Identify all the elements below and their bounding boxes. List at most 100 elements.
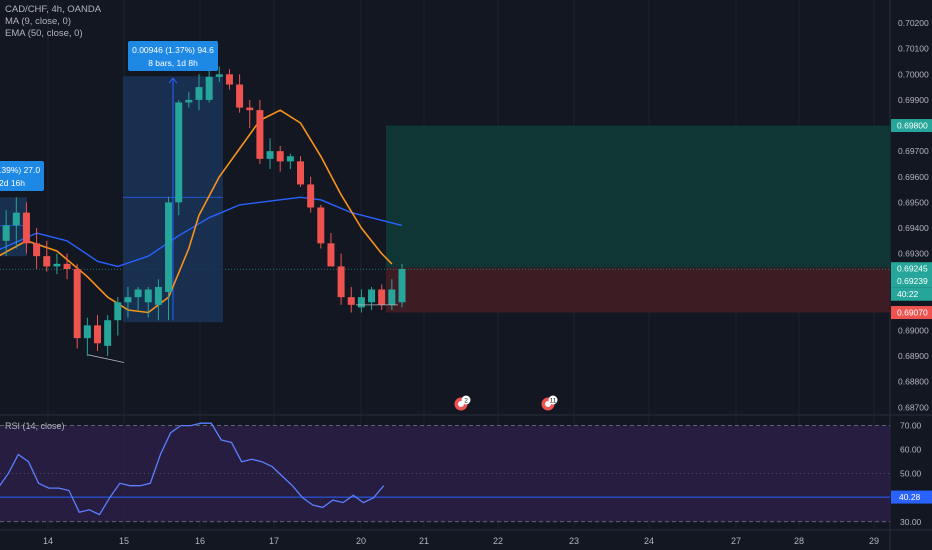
candle-body bbox=[307, 184, 315, 208]
measure-tooltip-line1: .39%) 27.0 bbox=[0, 165, 40, 175]
price-tick-label: 0.70100 bbox=[898, 44, 929, 54]
price-tick-label: 0.68700 bbox=[898, 402, 929, 412]
event-badges[interactable]: 2 11 bbox=[454, 395, 558, 411]
candle bbox=[154, 279, 162, 321]
time-tick-label: 29 bbox=[869, 536, 879, 546]
candle-body bbox=[12, 212, 20, 226]
measure-tooltip-bg bbox=[128, 41, 218, 71]
candle-body bbox=[33, 243, 41, 257]
candle bbox=[317, 204, 325, 249]
candle bbox=[337, 253, 345, 305]
rsi-legend[interactable]: RSI (14, close) bbox=[5, 421, 65, 431]
candle-body bbox=[368, 289, 376, 303]
rsi-tick-label: 60.00 bbox=[900, 445, 922, 455]
time-tick-label: 27 bbox=[731, 536, 741, 546]
candle bbox=[144, 286, 152, 318]
candle bbox=[33, 227, 41, 269]
candle bbox=[73, 263, 81, 349]
candle-body bbox=[378, 289, 386, 305]
measure-tooltips: 0.00946 (1.37%) 94.6 8 bars, 1d 8h .39%) 2… bbox=[0, 41, 218, 191]
price-tick-label: 0.68800 bbox=[898, 377, 929, 387]
candle-body bbox=[2, 225, 10, 241]
ema-line bbox=[0, 196, 403, 268]
price-tick-label: 0.69400 bbox=[898, 223, 929, 233]
time-tick-label: 15 bbox=[119, 536, 129, 546]
candle-body bbox=[317, 207, 325, 244]
candle bbox=[297, 156, 304, 188]
candle bbox=[114, 297, 122, 336]
candle bbox=[195, 74, 203, 111]
candle-body bbox=[165, 202, 173, 293]
ma-legend[interactable]: MA (9, close, 0) bbox=[5, 16, 71, 27]
price-badge-bg bbox=[891, 262, 932, 276]
rsi-tick-label: 70.00 bbox=[900, 421, 922, 431]
rsi-tick-label: 30.00 bbox=[900, 517, 922, 527]
candle-body bbox=[43, 256, 51, 267]
candle-body bbox=[266, 151, 274, 159]
price-badge-bg bbox=[891, 274, 932, 288]
price-badge-bg bbox=[891, 306, 932, 320]
candle bbox=[175, 99, 183, 216]
measure-arrowhead bbox=[168, 77, 178, 84]
candle-body bbox=[63, 263, 71, 269]
price-tick-label: 0.69700 bbox=[898, 146, 929, 156]
trend-line bbox=[87, 354, 125, 363]
indicator-lines bbox=[0, 109, 403, 314]
candle-body bbox=[347, 297, 355, 305]
candle bbox=[276, 146, 284, 172]
position-zones bbox=[0, 125, 890, 313]
candle-body bbox=[388, 289, 396, 305]
candle bbox=[165, 197, 173, 321]
profit-zone bbox=[386, 125, 890, 268]
time-tick-label: 21 bbox=[419, 536, 429, 546]
price-tick-label: 0.70200 bbox=[898, 18, 929, 28]
candles bbox=[2, 66, 406, 363]
measure-tool bbox=[0, 76, 223, 323]
symbol-title[interactable]: CAD/CHF, 4h, OANDA bbox=[5, 4, 102, 15]
candle-body bbox=[175, 102, 183, 203]
candle bbox=[347, 286, 355, 313]
ema-legend[interactable]: EMA (50, close, 0) bbox=[5, 28, 83, 39]
time-tick-label: 16 bbox=[195, 536, 205, 546]
candle-body bbox=[256, 110, 264, 159]
candle-body bbox=[83, 325, 91, 339]
chart-legend: CAD/CHF, 4h, OANDA MA (9, close, 0) EMA … bbox=[5, 4, 101, 40]
candle-body bbox=[246, 107, 254, 111]
price-badge: 40:22 bbox=[891, 287, 932, 301]
price-axis[interactable]: 0.70200 0.70100 0.70000 0.69900 0.69700 0.696… bbox=[891, 18, 932, 527]
candle-body bbox=[195, 87, 203, 100]
candle-body bbox=[286, 156, 294, 162]
measure-tooltip-line2: 8 bars, 1d 8h bbox=[148, 58, 198, 68]
price-tick-label: 0.69900 bbox=[898, 95, 929, 105]
candle bbox=[63, 253, 71, 280]
measure-tooltip-left: .39%) 27.0 2d 16h bbox=[0, 161, 44, 191]
measure-tooltip-bg bbox=[0, 161, 44, 191]
candle-body bbox=[114, 302, 122, 321]
candle bbox=[83, 317, 91, 357]
loss-zone bbox=[386, 267, 890, 313]
candle-body bbox=[215, 74, 223, 77]
ma-line bbox=[0, 109, 393, 314]
time-tick-label: 14 bbox=[43, 536, 53, 546]
event-badge: 11 bbox=[541, 395, 558, 411]
rsi-badge-label: 40.28 bbox=[899, 492, 921, 502]
candle-body bbox=[236, 84, 244, 108]
price-badge: 0.69070 bbox=[891, 306, 932, 320]
candle bbox=[53, 253, 61, 275]
candle bbox=[2, 210, 10, 257]
time-tick-label: 28 bbox=[794, 536, 804, 546]
time-axis[interactable]: 14 15 16 17 20 21 22 23 24 27 28 29 bbox=[43, 536, 879, 546]
time-tick-label: 17 bbox=[269, 536, 279, 546]
event-count: 2 bbox=[464, 398, 468, 405]
candle-body bbox=[144, 289, 152, 303]
measure-tooltip: 0.00946 (1.37%) 94.6 8 bars, 1d 8h bbox=[128, 41, 218, 71]
price-tick-label: 0.69300 bbox=[898, 249, 929, 259]
candle bbox=[327, 233, 335, 267]
event-badge: 2 bbox=[454, 395, 471, 411]
price-tick-label: 0.70000 bbox=[898, 69, 929, 79]
candle-body bbox=[94, 325, 101, 344]
candle bbox=[286, 153, 294, 170]
candle bbox=[378, 284, 386, 310]
candle-body bbox=[124, 297, 132, 303]
